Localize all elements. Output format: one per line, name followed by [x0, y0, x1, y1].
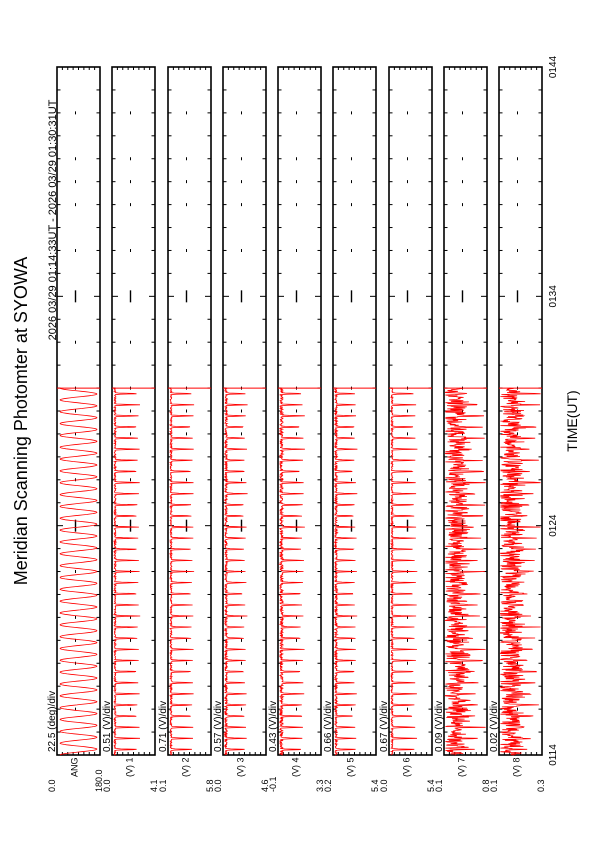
- y-min-label: 0.1: [158, 779, 168, 792]
- panel-9: 0.1 (V) 8 0.3 0.02 (V)/div: [489, 66, 546, 792]
- x-axis-label: TIME(UT): [564, 390, 580, 451]
- scale-label: 0.02 (V)/div: [489, 701, 500, 752]
- panel-5: -0.1 (V) 4 3.3 0.43 (V)/div: [268, 66, 325, 792]
- y-max-label: 5.8: [205, 779, 215, 792]
- scale-label: 0.43 (V)/div: [268, 701, 279, 752]
- channel-label: (V) 4: [291, 757, 301, 777]
- panel-7: 0.0 (V) 6 5.4 0.67 (V)/div: [379, 66, 436, 792]
- channel-label: (V) 5: [346, 757, 356, 777]
- titles: Meridian Scanning Photomter at SYOWA 202…: [11, 99, 580, 585]
- x-tick-label: 0134: [548, 285, 559, 308]
- channel-label: (V) 2: [181, 757, 191, 777]
- y-max-label: 4.6: [260, 779, 270, 792]
- scale-label: 22.5 (deg)/div: [47, 691, 58, 752]
- scale-label: 0.09 (V)/div: [434, 701, 445, 752]
- y-max-label: 5.4: [370, 779, 380, 792]
- channel-label: (V) 6: [402, 757, 412, 777]
- x-tick-label: 0124: [548, 514, 559, 537]
- y-max-label: 180.0: [94, 769, 104, 792]
- chart-title: Meridian Scanning Photomter at SYOWA: [11, 257, 31, 585]
- panel-frame: [111, 66, 156, 756]
- series-trace-7: [389, 387, 418, 756]
- series-trace-3: [168, 388, 195, 756]
- series-trace-1: [59, 387, 98, 756]
- series-trace-9: [499, 387, 541, 756]
- panel-3: 0.1 (V) 2 5.8 0.71 (V)/div: [158, 66, 215, 792]
- panel-4: 0.0 (V) 3 4.6 0.57 (V)/div: [213, 66, 270, 792]
- panel-frame: [277, 66, 322, 756]
- y-max-label: 3.3: [315, 779, 325, 792]
- x-tick-label: 0114: [548, 744, 559, 766]
- channel-label: (V) 7: [457, 757, 467, 777]
- y-max-label: 0.3: [536, 779, 546, 792]
- series-trace-2: [112, 387, 141, 756]
- channel-label: (V) 3: [236, 757, 246, 777]
- y-min-label: -0.1: [268, 776, 278, 792]
- x-tick-label: 0144: [548, 55, 559, 78]
- channel-label: (V) 8: [512, 757, 522, 777]
- panel-8: 0.1 (V) 7 0.8 0.09 (V)/div: [434, 66, 491, 792]
- panel-6: 0.2 (V) 5 5.4 0.66 (V)/div: [323, 66, 380, 792]
- panel-1: 0.0 ANG 180.0 22.5 (deg)/div: [47, 66, 104, 792]
- series-trace-5: [278, 387, 305, 756]
- y-max-label: 0.8: [481, 779, 491, 792]
- scale-label: 0.67 (V)/div: [379, 701, 390, 752]
- panel-frame: [167, 66, 212, 756]
- y-max-label: 4.1: [149, 779, 159, 792]
- panel-2: 0.0 (V) 1 4.1 0.51 (V)/div: [102, 66, 159, 792]
- scale-label: 0.71 (V)/div: [158, 701, 169, 752]
- y-min-label: 0.1: [489, 779, 499, 792]
- channel-label: (V) 1: [125, 757, 135, 777]
- panels: 0.0 ANG 180.0 22.5 (deg)/div 0.0 (V) 1 4.1 0.51…: [47, 55, 559, 792]
- time-range: 2026 03/29 01:14:33UT - 2026 03/29 01:30…: [47, 99, 59, 340]
- y-min-label: 0.0: [379, 779, 389, 792]
- y-min-label: 0.0: [47, 779, 57, 792]
- series-trace-6: [333, 387, 358, 756]
- panel-frame: [332, 66, 377, 756]
- x-tick-labels: 0114 0124 0134 0144: [548, 55, 559, 765]
- scale-label: 0.57 (V)/div: [213, 701, 224, 752]
- panel-frame: [222, 66, 267, 756]
- y-min-label: 0.0: [102, 779, 112, 792]
- channel-label: ANG: [70, 757, 80, 777]
- scale-label: 0.66 (V)/div: [323, 701, 334, 752]
- y-max-label: 5.4: [426, 779, 436, 792]
- series-trace-4: [223, 387, 248, 756]
- y-min-label: 0.1: [434, 779, 444, 792]
- scale-label: 0.51 (V)/div: [102, 701, 113, 752]
- y-min-label: 0.0: [213, 779, 223, 792]
- series-trace-8: [444, 387, 486, 756]
- y-min-label: 0.2: [323, 779, 333, 792]
- panel-frame: [388, 66, 433, 756]
